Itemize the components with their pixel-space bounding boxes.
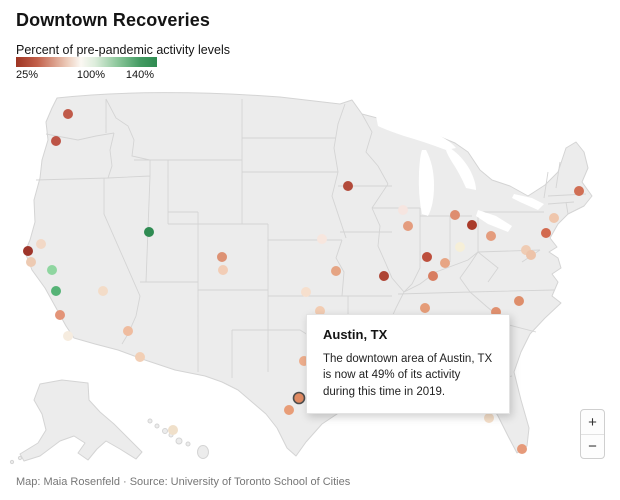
city-dot[interactable]: [517, 444, 527, 454]
color-legend: 25% 100% 140%: [16, 57, 157, 83]
city-dot[interactable]: [135, 352, 145, 362]
legend-labels: 25% 100% 140%: [16, 69, 157, 83]
city-dot[interactable]: [428, 271, 438, 281]
city-dot[interactable]: [379, 271, 389, 281]
city-dot[interactable]: [549, 213, 559, 223]
city-dot[interactable]: [455, 242, 465, 252]
city-dot[interactable]: [47, 265, 57, 275]
city-dot[interactable]: [217, 252, 227, 262]
city-dot[interactable]: [440, 258, 450, 268]
city-dot[interactable]: [403, 221, 413, 231]
city-dot[interactable]: [284, 405, 294, 415]
zoom-out-button[interactable]: −: [581, 434, 604, 458]
zoom-controls: + −: [580, 409, 605, 459]
city-dot[interactable]: [467, 220, 477, 230]
city-dot[interactable]: [218, 265, 228, 275]
city-dot[interactable]: [23, 246, 33, 256]
city-dot[interactable]: [123, 326, 133, 336]
city-dot[interactable]: [450, 210, 460, 220]
city-dot[interactable]: [315, 306, 325, 316]
tooltip: Austin, TX The downtown area of Austin, …: [306, 314, 510, 414]
city-dot[interactable]: [343, 181, 353, 191]
city-dot[interactable]: [541, 228, 551, 238]
alaska-shape: [19, 379, 143, 462]
page-title: Downtown Recoveries: [16, 10, 210, 30]
city-dot[interactable]: [574, 186, 584, 196]
legend-label-min: 25%: [16, 69, 39, 81]
city-dot[interactable]: [63, 109, 73, 119]
city-dot[interactable]: [398, 205, 408, 215]
great-lakes: [376, 116, 544, 232]
zoom-in-button[interactable]: +: [581, 410, 604, 434]
page-subtitle: Percent of pre-pandemic activity levels: [16, 43, 230, 57]
city-dot[interactable]: [301, 287, 311, 297]
city-dot-highlighted[interactable]: [292, 391, 306, 405]
city-dot[interactable]: [98, 286, 108, 296]
legend-label-max: 140%: [125, 69, 155, 81]
header: Downtown Recoveries Percent of pre-pande…: [16, 10, 230, 57]
city-dot[interactable]: [51, 286, 61, 296]
city-dot[interactable]: [55, 310, 65, 320]
city-dot[interactable]: [168, 425, 178, 435]
city-dot[interactable]: [514, 296, 524, 306]
tooltip-body: The downtown area of Austin, TX is now a…: [323, 353, 493, 398]
city-dot[interactable]: [26, 257, 36, 267]
city-dot[interactable]: [36, 239, 46, 249]
city-dot[interactable]: [63, 331, 73, 341]
legend-label-mid: 100%: [76, 69, 106, 81]
city-dot[interactable]: [331, 266, 341, 276]
city-dot[interactable]: [317, 234, 327, 244]
city-dot[interactable]: [144, 227, 154, 237]
city-dot[interactable]: [422, 252, 432, 262]
hawaii-shape: [147, 418, 209, 459]
city-dot[interactable]: [51, 136, 61, 146]
city-dot[interactable]: [484, 413, 494, 423]
city-dot[interactable]: [526, 250, 536, 260]
city-dot[interactable]: [486, 231, 496, 241]
credit-line: Map: Maia Rosenfeld · Source: University…: [16, 476, 351, 488]
tooltip-title: Austin, TX: [323, 327, 388, 342]
city-dot[interactable]: [420, 303, 430, 313]
legend-gradient-bar: [16, 57, 157, 67]
